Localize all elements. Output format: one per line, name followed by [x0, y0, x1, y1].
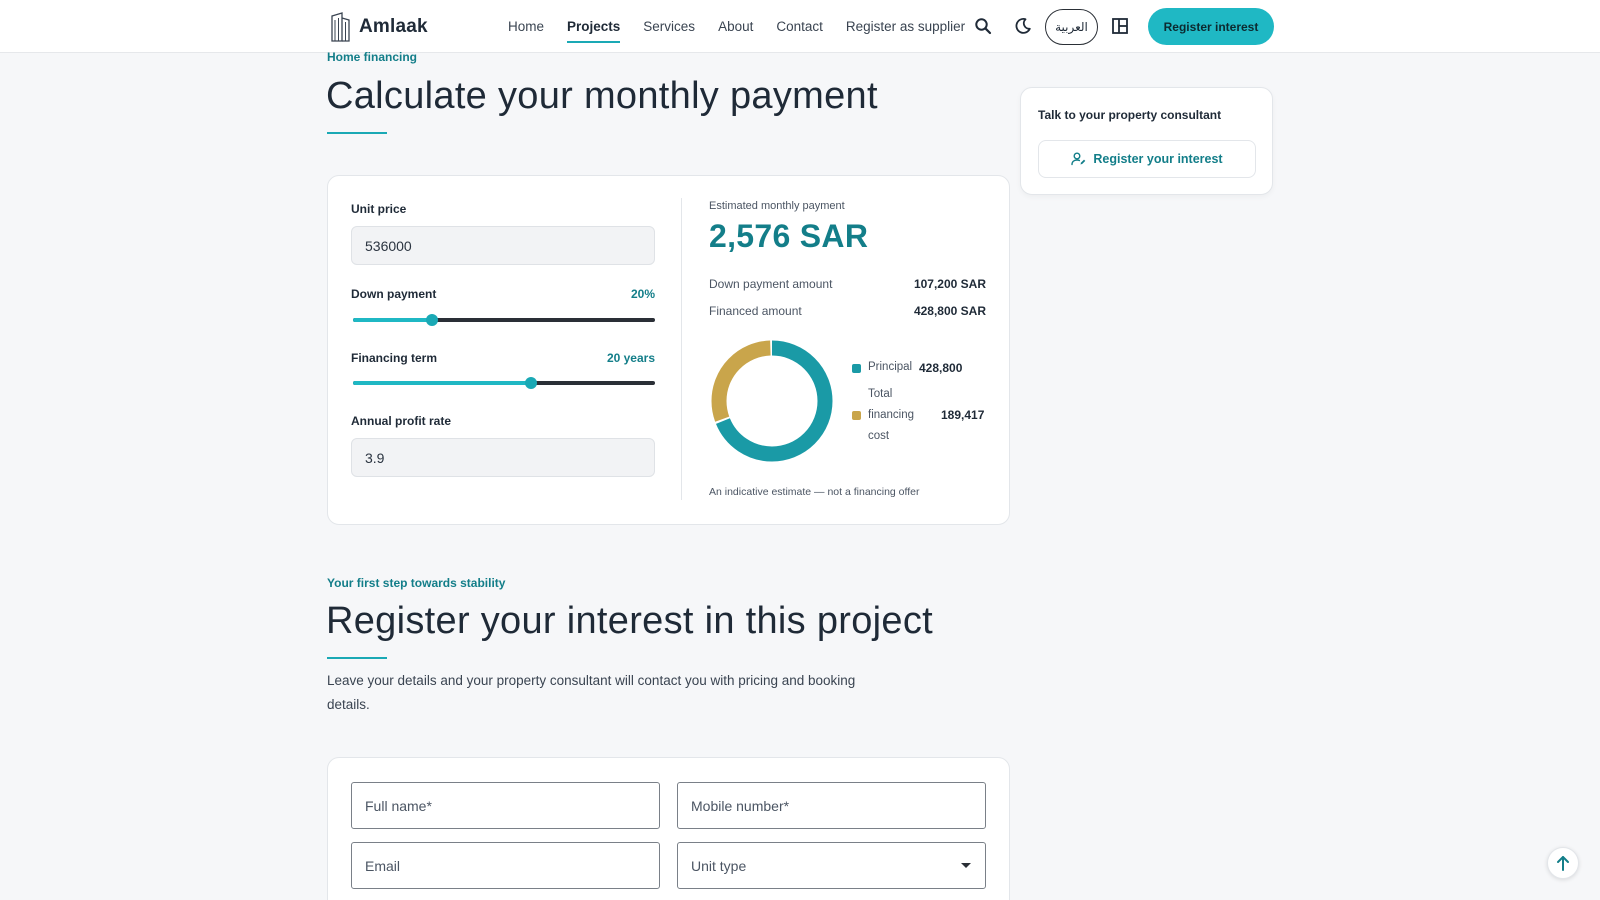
consultant-card: Talk to your property consultant Registe…: [1020, 87, 1273, 195]
register-interest-button[interactable]: Register interest: [1148, 8, 1274, 45]
estimate-disclaimer: An indicative estimate — not a financing…: [709, 486, 920, 498]
nav-about[interactable]: About: [718, 18, 754, 34]
register-title: Register your interest in this project: [326, 600, 933, 642]
register-lead-text: Leave your details and your property con…: [327, 673, 856, 712]
legend-financing-cost-label: Total financing cost: [868, 388, 915, 442]
annual-profit-rate-input[interactable]: 3.9: [351, 438, 655, 477]
financed-amount-value: 428,800 SAR: [913, 304, 986, 318]
dropdown-caret-icon: [961, 863, 971, 868]
down-payment-slider[interactable]: [353, 312, 655, 328]
brand-logo[interactable]: Amlaak: [329, 12, 428, 42]
register-your-interest-button[interactable]: Register your interest: [1038, 140, 1256, 178]
down-payment-label: Down payment: [351, 287, 437, 301]
layout-icon[interactable]: [1108, 14, 1132, 38]
top-navbar: Amlaak Home Projects Services About Cont…: [0, 0, 1600, 53]
card-divider: [681, 198, 682, 500]
nav-projects[interactable]: Projects: [567, 0, 621, 52]
slider-fill: [353, 381, 532, 385]
search-icon[interactable]: [971, 14, 995, 38]
legend-principal-value: 428,800: [919, 361, 963, 375]
register-title-underline: [327, 657, 387, 659]
slider-track: [353, 318, 655, 322]
moon-icon[interactable]: [1011, 14, 1035, 38]
scroll-to-top-button[interactable]: [1547, 847, 1579, 879]
brand-name: Amlaak: [359, 16, 428, 37]
user-edit-icon: [1071, 152, 1086, 166]
donut-segment-principal: [711, 340, 833, 462]
nav-services[interactable]: Services: [643, 18, 696, 34]
nav-contact[interactable]: Contact: [776, 18, 823, 34]
mobile-number-field[interactable]: Mobile number*: [677, 782, 986, 829]
unit-price-input[interactable]: 536000: [351, 226, 655, 265]
building-logo-icon: [331, 12, 350, 42]
title-underline: [327, 132, 387, 134]
financed-amount-label: Financed amount: [709, 304, 802, 318]
financing-term-slider[interactable]: [353, 375, 655, 391]
slider-thumb[interactable]: [525, 377, 538, 389]
main-nav: Home Projects Services About Contact Reg…: [508, 0, 988, 52]
legend-financing-cost-swatch: [852, 411, 861, 420]
financing-term-label: Financing term: [351, 351, 438, 365]
consultant-title: Talk to your property consultant: [1038, 108, 1222, 122]
language-toggle-button[interactable]: العربية: [1045, 9, 1098, 45]
donut-segment-financing-cost: [711, 340, 833, 462]
unit-price-label: Unit price: [351, 202, 407, 216]
nav-register-supplier[interactable]: Register as supplier: [845, 18, 966, 34]
legend-financing-cost-value: 189,417: [941, 408, 985, 422]
register-eyebrow: Your first step towards stability: [327, 576, 506, 590]
nav-home[interactable]: Home: [508, 18, 545, 34]
financing-term-value: 20 years: [606, 351, 655, 365]
unit-type-select[interactable]: Unit type: [677, 842, 986, 889]
estimate-value: 2,576 SAR: [709, 218, 869, 254]
annual-profit-rate-label: Annual profit rate: [351, 414, 452, 428]
down-payment-amount-value: 107,200 SAR: [913, 277, 986, 291]
legend-principal-label: Principal: [868, 361, 913, 373]
email-field[interactable]: Email: [351, 842, 660, 889]
down-payment-amount-label: Down payment amount: [709, 277, 833, 291]
slider-thumb[interactable]: [425, 314, 438, 326]
payment-donut-chart: [711, 340, 833, 462]
full-name-field[interactable]: Full name*: [351, 782, 660, 829]
unit-type-placeholder: Unit type: [691, 857, 747, 874]
legend-principal-swatch: [852, 364, 861, 373]
calculator-eyebrow: Home financing: [327, 50, 418, 64]
down-payment-value: 20%: [630, 287, 655, 301]
arrow-up-icon: [1557, 856, 1569, 871]
slider-fill: [353, 318, 432, 322]
register-your-interest-label: Register your interest: [1093, 152, 1223, 166]
calculator-title: Calculate your monthly payment: [326, 75, 878, 117]
estimate-label: Estimated monthly payment: [709, 200, 845, 212]
